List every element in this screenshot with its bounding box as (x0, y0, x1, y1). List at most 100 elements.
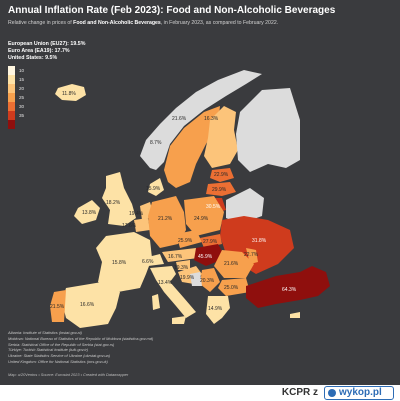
country-estonia[interactable] (210, 168, 234, 182)
map-credits: Map: u/20Ventos • Source: Eurostat 2023 … (8, 372, 129, 377)
label-germany: 21.2% (158, 216, 173, 222)
legend-label: 25 (19, 95, 25, 100)
country-cyprus[interactable] (290, 312, 300, 318)
label-austria: 16.7% (168, 254, 183, 260)
stat-ea: Euro Area (EA19): 17.7% (8, 48, 70, 54)
country-value-labels: 11.8% 8.7% 21.6% 16.3% 22.9% 29.9% 30.5%… (50, 91, 297, 312)
label-norway: 8.7% (150, 140, 162, 146)
legend-swatch (8, 75, 15, 84)
legend-swatch (8, 66, 15, 75)
label-netherlands: 19.4% (129, 211, 144, 217)
map-title: Annual Inflation Rate (Feb 2023): Food a… (8, 5, 336, 16)
country-romania[interactable] (214, 250, 254, 278)
country-portugal[interactable] (50, 290, 66, 322)
country-serbia[interactable] (200, 268, 220, 292)
legend-swatch (8, 102, 15, 111)
country-finland[interactable] (204, 106, 238, 168)
country-sweden[interactable] (164, 106, 220, 188)
source-line: Serbia: Statistical Office of the Republ… (8, 341, 115, 347)
country-latvia[interactable] (206, 182, 236, 196)
label-latvia: 29.9% (212, 187, 227, 193)
source-line: United Kingdom: Office for National Stat… (8, 358, 108, 364)
label-uk: 18.2% (106, 200, 121, 206)
map-subtitle: Relative change in prices of Food and No… (8, 20, 278, 26)
legend-step: 25 (8, 93, 24, 102)
legend-label: 15 (19, 77, 25, 82)
country-uk[interactable] (102, 172, 136, 226)
legend-label: 35 (19, 113, 25, 118)
country-switzerland[interactable] (144, 254, 164, 266)
label-slovenia: 19.3% (174, 265, 189, 271)
label-hungary: 45.9% (198, 254, 213, 260)
country-belgium[interactable] (134, 218, 150, 232)
label-estonia: 22.9% (214, 172, 229, 178)
stat-us: United States: 9.5% (8, 55, 58, 61)
country-france[interactable] (96, 232, 152, 292)
label-serbia: 20.3% (200, 278, 215, 284)
label-croatia: 19.9% (180, 275, 195, 281)
subtitle-suffix: , in February 2023, as compared to Febru… (160, 20, 279, 26)
island-sardinia (152, 294, 160, 310)
label-slovakia: 27.9% (203, 239, 218, 245)
legend-step (8, 120, 24, 129)
map-svg: 11.8% 8.7% 21.6% 16.3% 22.9% 29.9% 30.5%… (50, 70, 330, 328)
label-italy: 13.4% (158, 280, 173, 286)
country-russia (236, 88, 300, 172)
label-switzerland: 6.6% (142, 259, 154, 265)
label-portugal: 21.5% (50, 304, 65, 310)
watermark-username[interactable]: KCPR (281, 387, 311, 398)
country-denmark[interactable] (148, 178, 164, 196)
legend-label: 10 (19, 68, 25, 73)
label-bulgaria: 25.0% (224, 285, 239, 291)
country-ireland[interactable] (74, 200, 100, 224)
country-czechia[interactable] (176, 230, 202, 248)
summary-stats: European Union (EU27): 19.5% Euro Area (… (8, 41, 85, 62)
country-norway[interactable] (140, 70, 262, 170)
wykop-logo-icon (328, 389, 336, 397)
label-ukraine: 31.8% (252, 238, 267, 244)
island-sicily (172, 316, 186, 324)
label-ireland: 13.8% (82, 210, 97, 216)
label-czechia: 25.9% (178, 238, 193, 244)
source-line: Ukraine: State Statistics Service of Ukr… (8, 353, 110, 359)
legend-step: 20 (8, 84, 24, 93)
label-finland: 16.3% (204, 116, 219, 122)
watermark-separator: z (313, 387, 318, 398)
country-moldova[interactable] (246, 248, 258, 264)
label-lithuania: 30.5% (206, 204, 221, 210)
legend-step: 15 (8, 75, 24, 84)
legend-step: 30 (8, 102, 24, 111)
country-austria[interactable] (162, 248, 198, 262)
watermark-bar: KCPR z wykop.pl (0, 385, 400, 401)
legend-swatch (8, 111, 15, 120)
country-belarus (226, 188, 264, 224)
country-poland[interactable] (184, 196, 224, 236)
label-moldova: 22.7% (244, 252, 259, 258)
source-line: Albania: Institute of Statistics (instat… (8, 330, 82, 335)
stat-eu: European Union (EU27): 19.5% (8, 41, 86, 47)
label-belgium: 17.6% (122, 223, 137, 229)
country-greece[interactable] (206, 296, 230, 324)
label-iceland: 11.8% (62, 91, 76, 97)
label-greece: 14.9% (208, 306, 223, 312)
country-bulgaria[interactable] (218, 278, 250, 296)
legend-step: 35 (8, 111, 24, 120)
country-slovenia[interactable] (176, 260, 190, 270)
wykop-logo[interactable]: wykop.pl (324, 386, 394, 400)
legend-swatch (8, 120, 15, 129)
subtitle-highlight: Food and Non-Alcoholic Beverages (73, 20, 161, 26)
legend-label: 30 (19, 104, 25, 109)
country-iceland[interactable] (55, 84, 86, 101)
country-turkey[interactable] (246, 266, 330, 308)
legend-step: 10 (8, 66, 24, 75)
label-spain: 16.6% (80, 302, 95, 308)
europe-map: 11.8% 8.7% 21.6% 16.3% 22.9% 29.9% 30.5%… (0, 60, 400, 330)
label-denmark: 15.9% (146, 186, 161, 192)
country-bosnia (190, 272, 202, 286)
watermark-user[interactable]: KCPR z (282, 387, 318, 398)
country-italy[interactable] (150, 266, 196, 318)
infographic-card: Annual Inflation Rate (Feb 2023): Food a… (0, 0, 400, 385)
country-spain[interactable] (62, 282, 120, 328)
source-line: Moldova: National Bureau of Statistics o… (8, 335, 154, 341)
legend-swatch (8, 84, 15, 93)
